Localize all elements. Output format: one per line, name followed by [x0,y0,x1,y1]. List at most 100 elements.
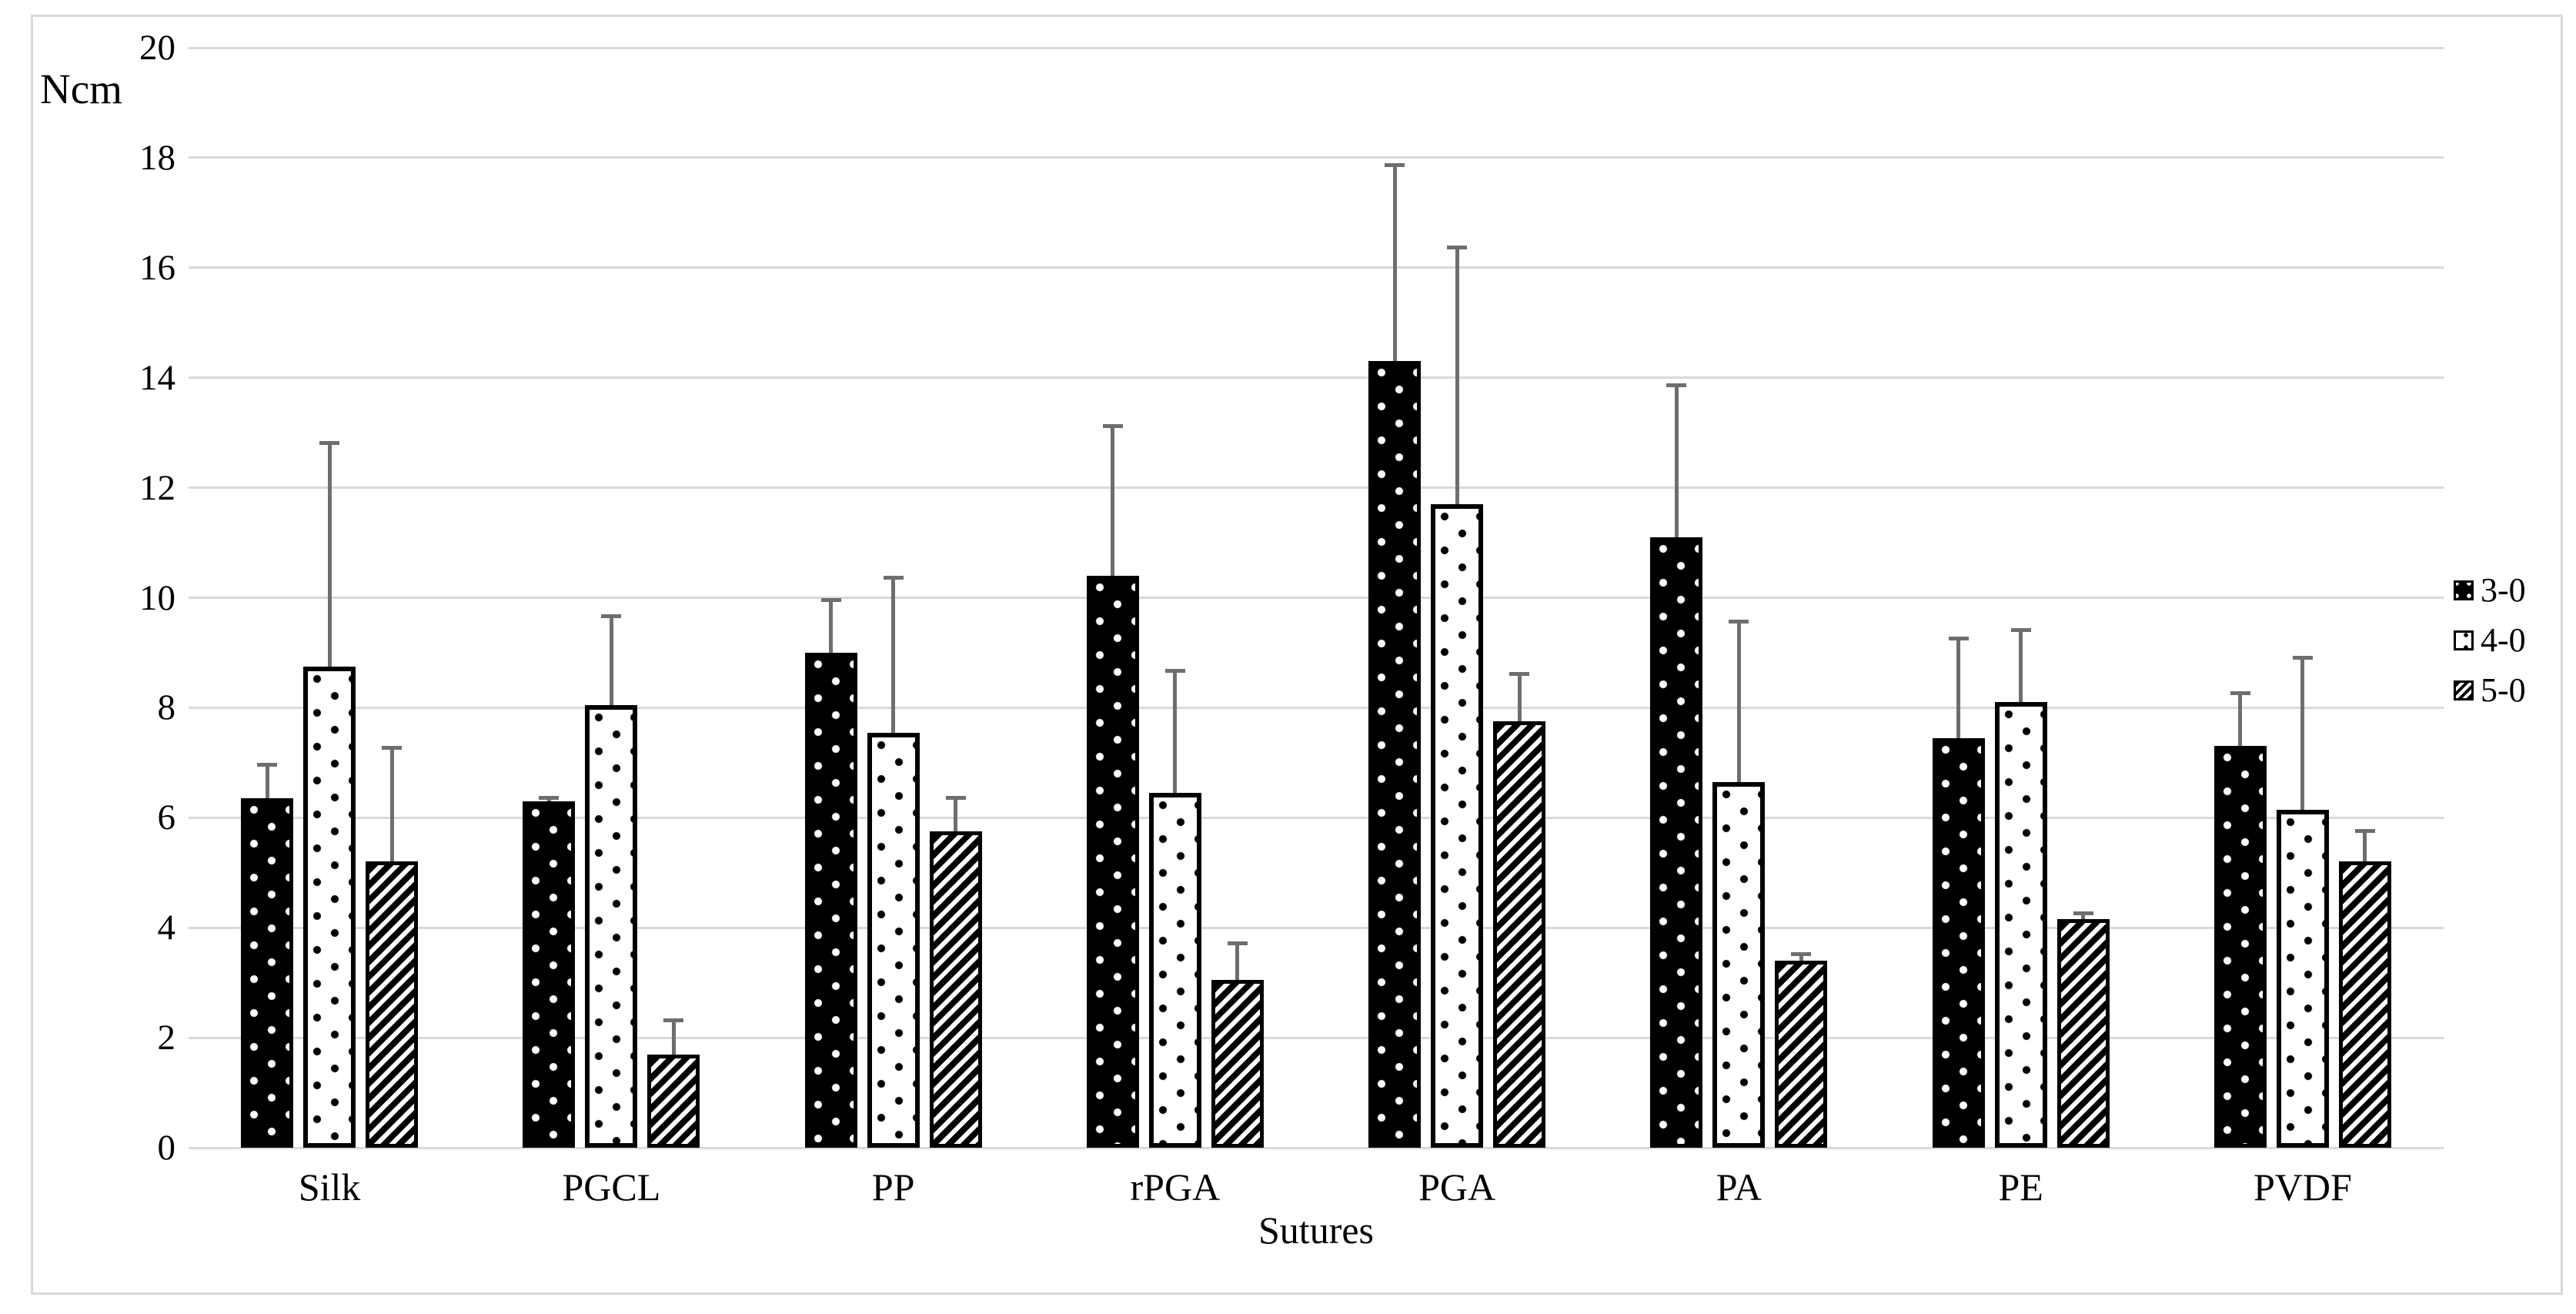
error-bar-5-0-pgcl [663,1018,684,1055]
error-bar-cap [945,795,966,800]
error-bar-stem [1173,669,1178,794]
error-bar-cap [1791,952,1812,957]
gridline-0 [189,1146,2444,1149]
gridline-2 [189,1036,2444,1039]
bar-4-0-silk [303,666,356,1148]
error-bar-cap [2230,690,2250,695]
bar-5-0-pga [1493,721,1546,1148]
y-tick-label-10: 10 [139,577,175,618]
error-bar-cap [2354,828,2375,833]
legend-swatch-5-0-icon [2454,680,2474,700]
error-bar-stem [1235,941,1240,981]
bar-3-0-pp [804,652,857,1148]
bar-4-0-pgcl [585,704,638,1148]
error-bar-3-0-pa [1666,383,1687,537]
error-bar-4-0-pgcl [601,614,622,705]
y-tick-label-12: 12 [139,467,175,508]
error-bar-stem [891,575,896,733]
bar-5-0-pp [929,831,982,1148]
y-tick-label-0: 0 [157,1128,176,1168]
error-bar-stem [2081,911,2086,920]
bar-5-0-pgcl [647,1054,700,1148]
error-bar-5-0-pvdf [2354,828,2375,862]
error-bar-stem [389,746,394,862]
error-bar-stem [609,614,613,705]
error-bar-4-0-pa [1729,620,1749,782]
error-bar-4-0-silk [319,440,340,667]
error-bar-5-0-pe [2073,911,2093,920]
error-bar-cap [663,1018,684,1023]
error-bar-cap [2073,911,2093,915]
y-tick-label-14: 14 [139,357,175,398]
bar-5-0-rpga [1211,980,1264,1148]
error-bar-5-0-pa [1791,952,1812,961]
y-tick-label-6: 6 [157,797,176,838]
bar-3-0-pgcl [523,801,576,1148]
error-bar-4-0-rpga [1164,669,1185,794]
bar-4-0-rpga [1148,793,1201,1148]
error-bar-cap [2010,627,2031,632]
error-bar-stem [1674,383,1679,537]
bar-5-0-pvdf [2338,861,2391,1148]
error-bar-4-0-pe [2010,627,2031,703]
legend-item-4-0: 4-0 [2454,621,2526,660]
bar-3-0-pga [1368,361,1422,1148]
gridline-18 [189,156,2444,159]
bar-3-0-rpga [1086,575,1139,1148]
gridline-10 [189,597,2444,599]
error-bar-stem [1111,424,1115,576]
legend-swatch-3-0-icon [2454,580,2474,600]
error-bar-3-0-silk [257,762,278,799]
bar-4-0-pp [867,732,920,1148]
error-bar-stem [2238,690,2243,747]
gridline-6 [189,816,2444,819]
bar-3-0-pe [1932,737,1985,1148]
legend-label-5-0: 5-0 [2481,671,2526,709]
error-bar-stem [327,440,332,667]
error-bar-3-0-pga [1385,163,1405,362]
bar-4-0-pe [1994,702,2047,1148]
error-bar-cap [601,614,622,618]
error-bar-stem [1799,952,1803,961]
error-bar-stem [671,1018,676,1055]
y-tick-label-8: 8 [157,687,176,728]
error-bar-cap [382,746,403,751]
gridline-8 [189,706,2444,709]
error-bar-stem [2300,655,2305,810]
bar-5-0-pe [2056,919,2110,1148]
x-category-label-pga: PGA [1418,1165,1496,1209]
error-bar-4-0-pga [1447,246,1468,505]
legend-item-5-0: 5-0 [2454,671,2526,710]
error-bar-cap [1447,246,1468,250]
x-axis-title: Sutures [1258,1209,1374,1252]
x-category-label-pgcl: PGCL [562,1165,661,1209]
error-bar-stem [265,762,269,799]
x-category-label-pvdf: PVDF [2253,1165,2352,1209]
legend-label-3-0: 3-0 [2481,571,2526,609]
error-bar-cap [820,597,841,602]
error-bar-cap [1102,424,1123,429]
bar-4-0-pa [1712,781,1766,1148]
error-bar-3-0-pvdf [2230,690,2250,747]
error-bar-5-0-pp [945,795,966,832]
bar-4-0-pvdf [2276,809,2329,1148]
error-bar-cap [1385,163,1405,168]
error-bar-3-0-pgcl [539,795,560,801]
error-bar-cap [1227,941,1248,946]
error-bar-cap [2292,655,2313,660]
x-category-label-pp: PP [871,1165,915,1209]
y-tick-label-2: 2 [157,1018,176,1058]
figure-border [31,15,2563,1295]
error-bar-3-0-rpga [1102,424,1123,576]
error-bar-stem [829,597,834,653]
error-bar-stem [2363,828,2367,862]
bar-3-0-silk [241,798,294,1148]
bar-4-0-pga [1431,504,1484,1148]
error-bar-4-0-pp [883,575,904,733]
legend-item-3-0: 3-0 [2454,571,2526,610]
legend-swatch-4-0-icon [2454,630,2474,650]
error-bar-stem [1736,620,1741,782]
x-category-label-pe: PE [1998,1165,2043,1209]
error-bar-3-0-pp [820,597,841,653]
error-bar-cap [883,575,904,580]
